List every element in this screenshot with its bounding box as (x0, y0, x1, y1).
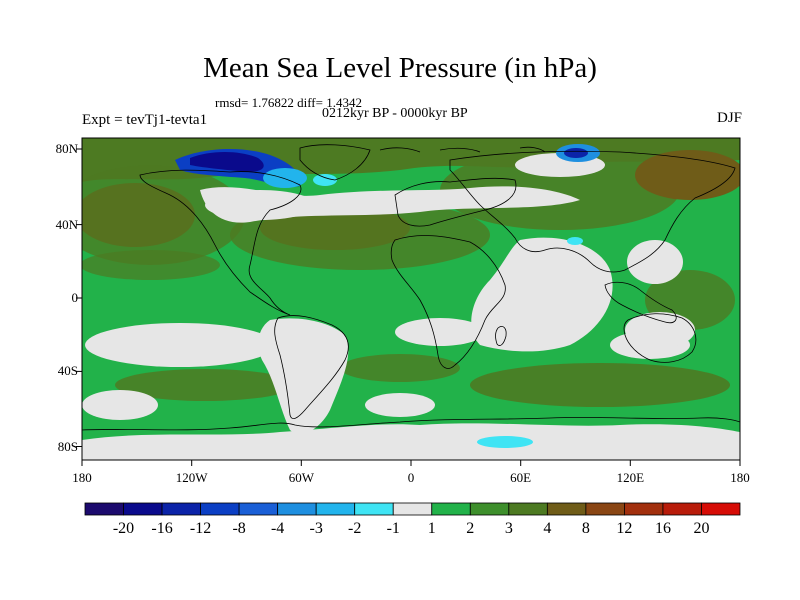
experiment-text: Expt = tevTj1-tevta1 (82, 112, 208, 128)
map-ticks (76, 148, 741, 466)
coast-south-america (274, 315, 349, 419)
coast-greenland (299, 144, 371, 181)
coast-arctic-islands (379, 146, 546, 153)
colorbar-swatch (315, 502, 356, 516)
colorbar-swatch (624, 502, 664, 516)
colorbar-swatch (277, 502, 317, 516)
field-olive-south-indian (470, 363, 730, 407)
rmsd-text: rmsd= 1.76822 diff= 1.4342 (215, 95, 362, 110)
colorbar-label: -12 (189, 520, 212, 537)
colorbar-label: 20 (693, 520, 710, 537)
map-title: Mean Sea Level Pressure (in hPa) (203, 52, 597, 84)
colorbar-swatch (508, 502, 548, 516)
latitude-label: 0 (71, 290, 79, 305)
field-olive-south-pacific (115, 369, 295, 401)
colorbar-label: 1 (427, 520, 436, 537)
colorbar-label: -8 (232, 520, 246, 537)
map-field (82, 138, 740, 460)
colorbar-swatch (469, 502, 510, 516)
field-olive-pacific-e (82, 250, 220, 280)
field-gray-australia (625, 312, 695, 348)
colorbar-label: -16 (151, 520, 173, 537)
period-text: 0212kyr BP - 0000kyr BP (322, 106, 468, 121)
coast-madagascar (495, 326, 507, 346)
field-gray-southamerica (258, 318, 349, 434)
colorbar-swatch (354, 502, 394, 516)
colorbar-label: 8 (581, 520, 590, 537)
colorbar-swatch (701, 502, 741, 516)
colorbar-swatch (585, 502, 625, 516)
latitude-label: 80N (55, 141, 78, 156)
colorbar-label: 2 (466, 520, 475, 537)
latitude-label: 40S (57, 363, 78, 379)
coast-southeast-asia (604, 281, 677, 324)
longitude-label: 120W (175, 470, 208, 485)
colorbar-swatch (200, 502, 240, 516)
longitude-label: 0 (407, 470, 415, 485)
field-darkblue-siberia (564, 148, 588, 158)
field-gray-southatlantic (395, 318, 485, 346)
coast-asia (449, 150, 736, 273)
coast-europe (394, 177, 517, 227)
colorbar-swatch (546, 502, 587, 516)
colorbar-swatch (238, 502, 279, 516)
colorbar-swatch (662, 502, 702, 516)
colorbar-label: 16 (654, 520, 671, 537)
season-text: DJF (716, 110, 742, 126)
colorbar-label: -4 (270, 520, 285, 537)
field-gray-antarctica (82, 423, 740, 460)
field-darkblue-canada (190, 152, 264, 172)
coast-australia (623, 313, 697, 363)
coast-africa (390, 235, 506, 369)
field-gray-arctic-na (205, 190, 315, 220)
colorbar-label: -1 (386, 520, 400, 537)
colorbar-swatch (84, 502, 124, 516)
coast-north-america (139, 169, 302, 316)
colorbar-swatch (161, 502, 201, 516)
colorbar-swatch (123, 502, 163, 516)
latitude-label: 80S (57, 438, 78, 454)
field-olive-asia (440, 150, 680, 230)
colorbar-label: -3 (309, 520, 323, 537)
field-gray-indian (471, 237, 613, 352)
colorbar-label: 12 (616, 520, 633, 537)
colorbar (84, 502, 741, 516)
field-brown-siberia (635, 150, 740, 200)
field-gray-antarctic-coast (82, 390, 158, 420)
field-gray-southindian (365, 393, 435, 417)
latitude-label: 40N (55, 216, 78, 232)
longitude-label: 60E (510, 470, 532, 485)
field-gray-westpacific (627, 240, 683, 284)
colorbar-label: 3 (504, 520, 513, 537)
colorbar-label: -2 (348, 520, 362, 537)
colorbar-label: -20 (112, 520, 135, 537)
longitude-label: 180 (730, 470, 750, 485)
colorbar-label: 4 (543, 520, 552, 537)
field-olive-south-atlantic (340, 354, 460, 382)
field-gray-eastpacific (85, 323, 275, 367)
coast-antarctica (82, 417, 740, 431)
longitude-label: 180 (72, 470, 92, 485)
field-cyan-arabia (567, 237, 583, 245)
colorbar-swatch (431, 502, 471, 516)
field-cyan-greenland (313, 174, 337, 186)
coastlines (82, 144, 740, 431)
colorbar-swatch (392, 502, 433, 516)
field-olive-atlantic (230, 200, 490, 270)
longitude-label: 60W (288, 470, 314, 485)
longitude-label: 120E (616, 470, 645, 485)
field-cyan-antarctica (477, 436, 533, 448)
